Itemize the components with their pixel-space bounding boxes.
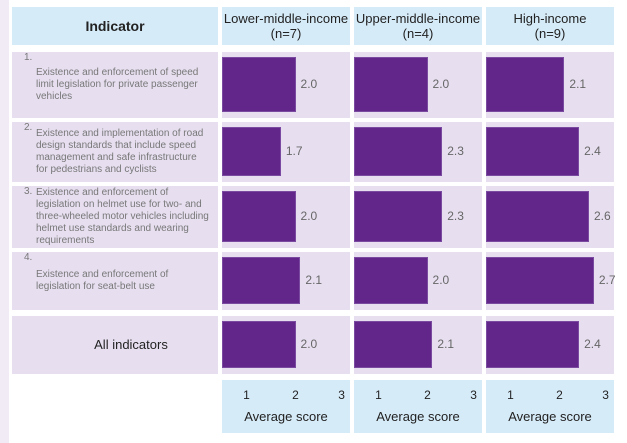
group-header: High-income (n=9) [486, 7, 614, 45]
bar [222, 257, 301, 304]
data-label: 2.1 [437, 337, 455, 351]
bar-panel: 2.4 [486, 122, 614, 182]
indicator-label: All indicators [12, 316, 218, 374]
x-tick-label: 3 [338, 388, 345, 402]
data-label: 2.1 [569, 77, 587, 91]
bar-panel: 2.6 [486, 186, 614, 248]
x-axis: 1 2 3 Average score [486, 380, 614, 433]
bar-panel: 2.1 [222, 252, 350, 310]
data-label: 2.6 [593, 209, 611, 223]
group-header: Lower-middle-income (n=7) [222, 7, 350, 45]
bar-panel: 2.0 [222, 186, 350, 248]
bar [354, 321, 433, 368]
indicator-text: Existence and enforcement of legislation… [36, 187, 209, 246]
bar [354, 57, 428, 112]
group-n: (n=7) [270, 26, 302, 41]
group-n: (n=4) [402, 26, 434, 41]
data-label: 2.4 [584, 144, 601, 158]
bar-panel: 2.3 [354, 122, 482, 182]
data-label: 2.0 [432, 273, 450, 287]
bar-panel: 2.7 [486, 252, 616, 310]
indicator-text: All indicators [94, 337, 168, 352]
indicator-label: 4. Existence and enforcement of legislati… [12, 252, 218, 310]
indicator-number: 1. [24, 52, 33, 63]
data-label: 1.7 [285, 144, 303, 158]
x-tick-label: 1 [243, 388, 250, 402]
bar [354, 127, 443, 176]
indicator-header: Indicator [12, 7, 218, 45]
data-label: 2.7 [598, 273, 616, 287]
x-axis-title: Average score [508, 409, 592, 424]
bar-panel: 2.0 [222, 316, 350, 374]
bar-panel: 2.4 [486, 316, 614, 374]
bar [222, 191, 296, 242]
data-label: 2.0 [300, 209, 318, 223]
x-tick-label: 2 [292, 388, 299, 402]
x-axis-title: Average score [244, 409, 328, 424]
bar [486, 57, 565, 112]
indicator-text: Existence and enforcement of speed limit… [36, 67, 199, 102]
data-label: 2.0 [432, 77, 450, 91]
data-label: 2.1 [305, 273, 323, 287]
x-tick-label: 1 [507, 388, 514, 402]
bar-panel: 2.0 [354, 252, 482, 310]
indicator-text: Existence and implementation of road des… [36, 128, 204, 175]
indicator-text: Existence and enforcement of legislation… [36, 269, 169, 292]
bar [354, 191, 443, 242]
bar-panel: 2.0 [354, 52, 482, 118]
group-name: Lower-middle-income [223, 11, 349, 26]
bar-panel: 2.1 [354, 316, 482, 374]
group-name: High-income [513, 11, 587, 26]
data-label: 2.0 [300, 77, 318, 91]
group-n: (n=9) [534, 26, 566, 41]
data-label: 2.4 [584, 337, 601, 351]
group-header: Upper-middle-income (n=4) [354, 7, 482, 45]
bar [486, 257, 594, 304]
bar-panel: 2.3 [354, 186, 482, 248]
bar [222, 321, 296, 368]
indicator-number: 2. [24, 122, 33, 133]
x-tick-label: 3 [470, 388, 477, 402]
x-tick-label: 3 [602, 388, 609, 402]
data-label: 2.0 [300, 337, 318, 351]
bar-panel: 1.7 [222, 122, 350, 182]
x-tick-label: 2 [424, 388, 431, 402]
indicator-label: 3. Existence and enforcement of legislati… [12, 186, 218, 248]
bar [486, 127, 580, 176]
bar [486, 321, 580, 368]
indicator-number: 4. [24, 252, 33, 263]
bar-panel: 2.1 [486, 52, 614, 118]
indicator-number: 3. [24, 186, 33, 197]
x-axis: 1 2 3 Average score [222, 380, 350, 433]
x-axis: 1 2 3 Average score [354, 380, 482, 433]
data-label: 2.3 [447, 209, 464, 223]
bar [354, 257, 428, 304]
x-tick-label: 1 [375, 388, 382, 402]
bar [486, 191, 589, 242]
group-name: Upper-middle-income [355, 11, 481, 26]
bar [222, 127, 281, 176]
indicator-label: 1. Existence and enforcement of speed lim… [12, 52, 218, 118]
indicator-label: 2. Existence and implementation of road d… [12, 122, 218, 182]
bar [222, 57, 296, 112]
page-margin [0, 0, 9, 443]
bar-panel: 2.0 [222, 52, 350, 118]
x-tick-label: 2 [556, 388, 563, 402]
x-axis-title: Average score [376, 409, 460, 424]
data-label: 2.3 [447, 144, 464, 158]
